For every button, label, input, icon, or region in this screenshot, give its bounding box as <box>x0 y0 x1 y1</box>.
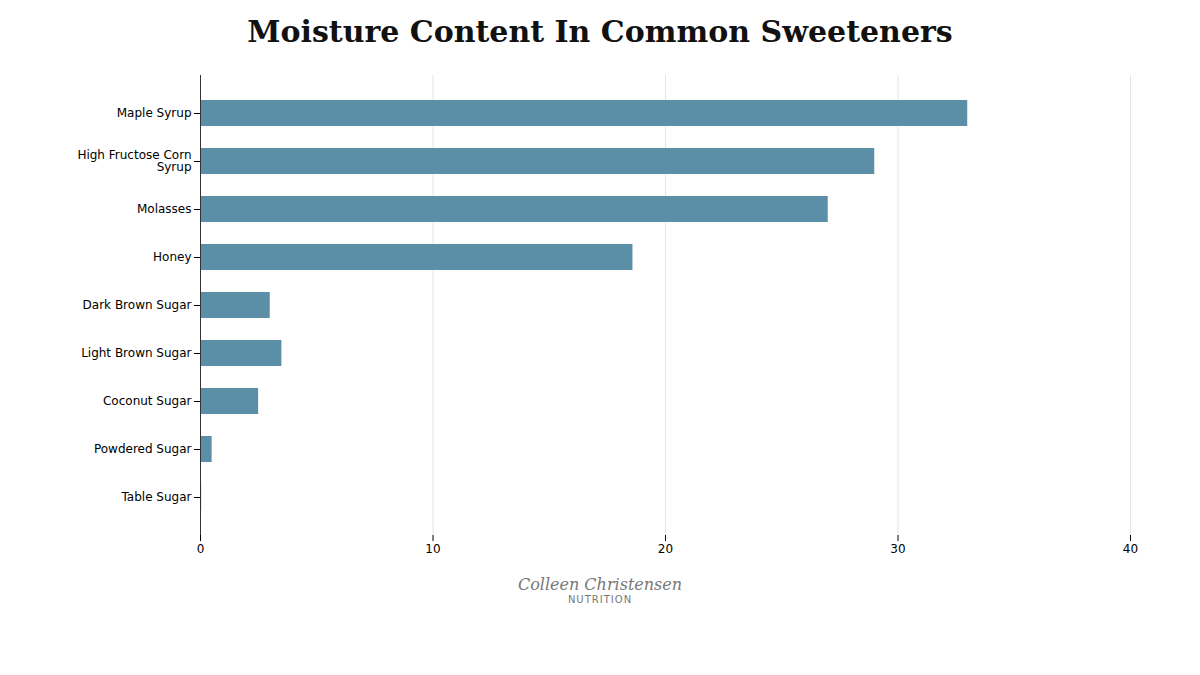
html-text:Moisture Content In Common Swe: Moisture Content In Common Sweeteners <box>247 14 953 49</box>
svg-text:Honey: Honey <box>153 250 191 264</box>
svg-text:Table Sugar: Table Sugar <box>121 490 192 504</box>
svg-text:Dark Brown Sugar: Dark Brown Sugar <box>83 298 192 312</box>
svg-text:Powdered Sugar: Powdered Sugar <box>94 442 192 456</box>
html-text:Colleen Christensen: Colleen Christensen <box>517 575 683 594</box>
svg-text:30: 30 <box>890 542 905 556</box>
svg-text:Light Brown Sugar: Light Brown Sugar <box>81 346 191 360</box>
svg-text:Coconut Sugar: Coconut Sugar <box>103 394 192 408</box>
svg-text:20: 20 <box>658 542 673 556</box>
svg-text:40: 40 <box>1123 542 1138 556</box>
svg-text:Maple Syrup: Maple Syrup <box>117 106 192 120</box>
svg-text:0: 0 <box>197 542 205 556</box>
svg-text:High Fructose CornSyrup: High Fructose CornSyrup <box>77 148 191 174</box>
svg-text:10: 10 <box>425 542 440 556</box>
html-text:NUTRITION: NUTRITION <box>567 594 633 605</box>
svg-text:Molasses: Molasses <box>137 202 192 216</box>
